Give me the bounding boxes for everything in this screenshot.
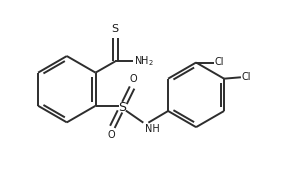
Text: O: O [130,74,137,84]
Text: O: O [107,130,115,140]
Text: S: S [118,101,126,114]
Text: Cl: Cl [214,57,224,67]
Text: NH$_2$: NH$_2$ [134,55,154,68]
Text: NH: NH [145,124,159,134]
Text: Cl: Cl [242,72,251,82]
Text: S: S [112,24,119,34]
